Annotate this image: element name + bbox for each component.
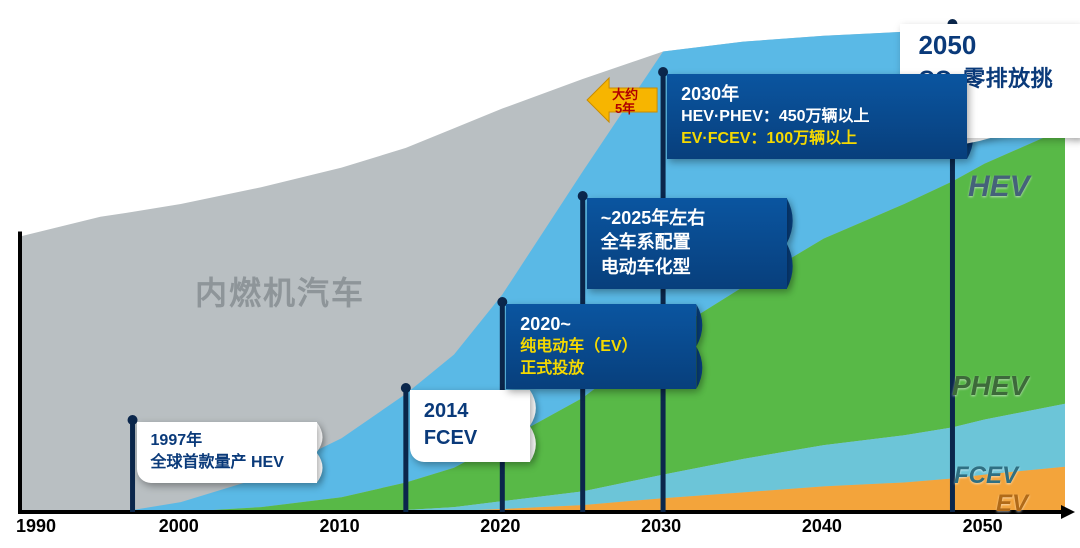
x-tick-label: 1990 xyxy=(16,516,56,537)
area-label-phev: PHEV xyxy=(952,370,1028,402)
flag-line: EV·FCEV：100万辆以上 xyxy=(681,128,953,150)
flag-line: 2020~ xyxy=(520,312,682,336)
callout-text: 大约 xyxy=(612,87,638,102)
x-axis-arrow xyxy=(1061,505,1075,519)
area-label-ice: 内燃机汽车 xyxy=(195,268,365,314)
x-tick-label: 2040 xyxy=(802,516,842,537)
flag-line: 2014 xyxy=(424,398,516,425)
flag-f1997: 1997年全球首款量产 HEV xyxy=(137,422,317,483)
flag-f2020: 2020~纯电动车（EV）正式投放 xyxy=(506,304,696,389)
flag-line: 纯电动车（EV） xyxy=(520,336,682,358)
flag-line: FCEV xyxy=(424,425,516,452)
x-tick-label: 2050 xyxy=(963,516,1003,537)
flag-line: 1997年 xyxy=(151,430,303,452)
flag-line: 全球首款量产 HEV xyxy=(151,452,303,474)
chart-root: { "chart": { "type": "stacked-area-timel… xyxy=(0,0,1080,548)
flag-line: HEV·PHEV：450万辆以上 xyxy=(681,106,953,128)
flag-line: 全车系配置 xyxy=(601,230,773,254)
area-label-hev: HEV xyxy=(968,170,1030,204)
flag-f2030: 2030年HEV·PHEV：450万辆以上EV·FCEV：100万辆以上 xyxy=(667,74,967,159)
flag-f2025: ~2025年左右全车系配置电动车化型 xyxy=(587,198,787,289)
area-label-ev: EV xyxy=(996,490,1028,518)
area-label-fcev: FCEV xyxy=(954,462,1018,490)
flag-line: ~2025年左右 xyxy=(601,206,773,230)
flag-line: 电动车化型 xyxy=(601,255,773,279)
flag-line: 正式投放 xyxy=(520,358,682,380)
callout-text: 5年 xyxy=(615,101,635,116)
flag-line: 2030年 xyxy=(681,82,953,106)
x-tick-label: 2000 xyxy=(159,516,199,537)
banner-year: 2050 xyxy=(918,30,1062,61)
x-tick-label: 2010 xyxy=(320,516,360,537)
x-tick-label: 2020 xyxy=(480,516,520,537)
flag-f2014: 2014FCEV xyxy=(410,390,530,462)
x-tick-label: 2030 xyxy=(641,516,681,537)
